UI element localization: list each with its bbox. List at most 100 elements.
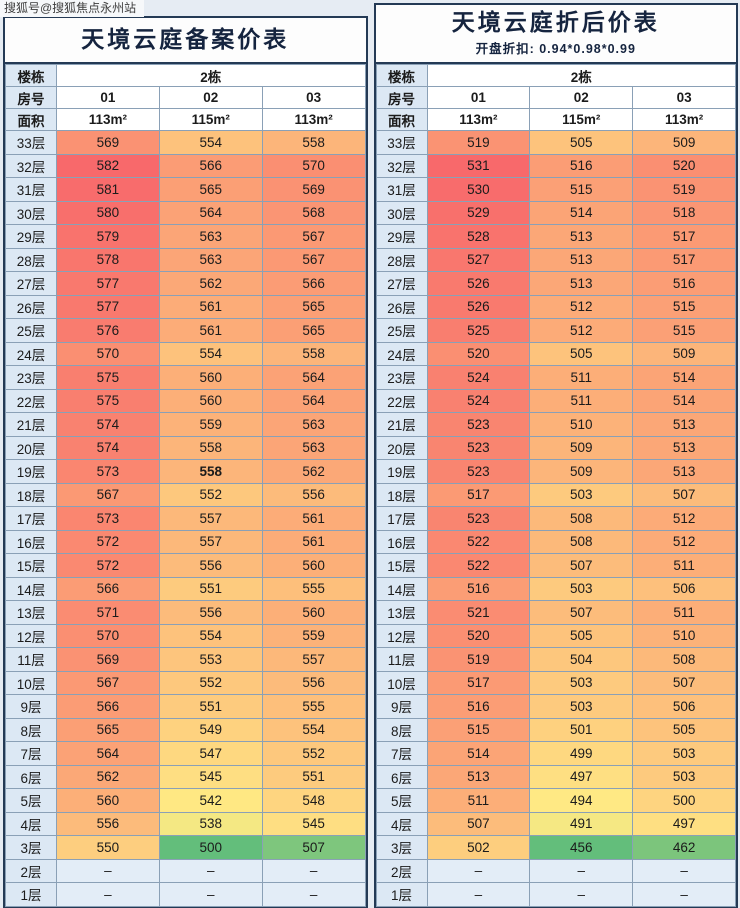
floor-label: 16层 xyxy=(5,529,57,554)
price-cell: 522 xyxy=(426,529,531,554)
floor-row: 15层 572 556 560 xyxy=(5,553,366,578)
floor-label: 7层 xyxy=(5,741,57,766)
floor-label: 25层 xyxy=(5,318,57,343)
area-header: 113m² xyxy=(261,108,366,131)
area-header: 113m² xyxy=(632,108,736,131)
price-cell: 507 xyxy=(632,670,736,695)
floor-label: 9层 xyxy=(375,694,428,719)
floor-label: 21层 xyxy=(5,412,57,437)
room-header: 01 xyxy=(426,86,531,109)
price-cell: 556 xyxy=(56,811,160,836)
price-cell: 569 xyxy=(56,647,160,672)
floor-label: 25层 xyxy=(375,318,428,343)
floor-label: 22层 xyxy=(5,388,57,413)
floor-row: 22层 524 511 514 xyxy=(375,388,736,413)
floor-label: 2层 xyxy=(375,858,428,883)
price-cell: 564 xyxy=(158,200,263,225)
price-cell: 548 xyxy=(261,788,366,813)
floor-row: 18层 567 552 556 xyxy=(5,482,366,507)
floor-label: 3层 xyxy=(375,835,428,860)
price-cell: 509 xyxy=(632,341,736,366)
price-cell: 500 xyxy=(632,788,736,813)
floor-row: 13层 571 556 560 xyxy=(5,600,366,625)
price-cell: 513 xyxy=(529,271,634,296)
floor-label: 23层 xyxy=(375,365,428,390)
floor-row: 19层 523 509 513 xyxy=(375,459,736,484)
price-cell: 558 xyxy=(158,435,263,460)
floor-label: 28层 xyxy=(375,247,428,272)
area-header: 115m² xyxy=(529,108,634,131)
floor-row: 1层 – – – xyxy=(5,882,366,907)
price-cell: 505 xyxy=(529,130,634,155)
price-cell: 505 xyxy=(529,623,634,648)
floor-label: 15层 xyxy=(375,553,428,578)
price-cell: 556 xyxy=(261,670,366,695)
price-cell: 515 xyxy=(529,177,634,202)
price-cell: 524 xyxy=(426,365,531,390)
floor-row: 13层 521 507 511 xyxy=(375,600,736,625)
price-cell: 567 xyxy=(56,670,160,695)
floor-row: 25层 525 512 515 xyxy=(375,318,736,343)
empty-price-cell: – xyxy=(426,882,531,907)
price-cell: 507 xyxy=(529,600,634,625)
price-cell: 557 xyxy=(261,647,366,672)
floor-label: 27层 xyxy=(375,271,428,296)
price-cell: 513 xyxy=(632,459,736,484)
floor-label: 12层 xyxy=(5,623,57,648)
price-cell: 507 xyxy=(529,553,634,578)
floor-label: 13层 xyxy=(5,600,57,625)
floor-label: 1层 xyxy=(375,882,428,907)
price-cell: 565 xyxy=(158,177,263,202)
floor-label: 18层 xyxy=(5,482,57,507)
price-cell: 514 xyxy=(632,388,736,413)
price-cell: 502 xyxy=(426,835,531,860)
price-cell: 520 xyxy=(632,153,736,178)
floor-label: 11层 xyxy=(375,647,428,672)
price-cell: 503 xyxy=(529,694,634,719)
price-cell: 526 xyxy=(426,294,531,319)
price-cell: 552 xyxy=(261,741,366,766)
empty-price-cell: – xyxy=(56,882,160,907)
floor-row: 26层 577 561 565 xyxy=(5,294,366,319)
price-cell: 510 xyxy=(632,623,736,648)
floor-row: 14层 566 551 555 xyxy=(5,576,366,601)
room-row: 房号 01 02 03 xyxy=(5,86,366,109)
price-cell: 499 xyxy=(529,741,634,766)
floor-row: 10层 517 503 507 xyxy=(375,670,736,695)
floor-label: 14层 xyxy=(375,576,428,601)
price-cell: 523 xyxy=(426,506,531,531)
discount-formula: 开盘折扣: 0.94*0.98*0.99 xyxy=(475,42,636,57)
price-cell: 514 xyxy=(426,741,531,766)
building-row: 楼栋 2栋 xyxy=(5,64,366,87)
room-header: 02 xyxy=(529,86,634,109)
floor-label: 1层 xyxy=(5,882,57,907)
floor-row: 32层 531 516 520 xyxy=(375,153,736,178)
price-cell: 516 xyxy=(426,576,531,601)
price-cell: 577 xyxy=(56,271,160,296)
floor-row: 2层 – – – xyxy=(5,858,366,883)
room-header: 01 xyxy=(56,86,160,109)
floor-row: 27层 526 513 516 xyxy=(375,271,736,296)
price-cell: 551 xyxy=(158,694,263,719)
floor-row: 11层 519 504 508 xyxy=(375,647,736,672)
filing-price-table-section: 天境云庭备案价表 楼栋 2栋 房号 01 02 03 面积 113m² 115m² 113m² 33… xyxy=(3,16,368,908)
price-cell: 570 xyxy=(56,623,160,648)
price-cell: 526 xyxy=(426,271,531,296)
price-cell: 456 xyxy=(529,835,634,860)
floor-label: 14层 xyxy=(5,576,57,601)
price-cell: 510 xyxy=(529,412,634,437)
floor-row: 28层 578 563 567 xyxy=(5,247,366,272)
price-cell: 572 xyxy=(56,529,160,554)
floor-row: 29层 579 563 567 xyxy=(5,224,366,249)
price-cell: 506 xyxy=(632,694,736,719)
floor-row: 20层 574 558 563 xyxy=(5,435,366,460)
price-cell: 563 xyxy=(158,224,263,249)
price-cell: 529 xyxy=(426,200,531,225)
price-cell: 514 xyxy=(529,200,634,225)
price-cell: 511 xyxy=(529,388,634,413)
price-cell: 522 xyxy=(426,553,531,578)
price-cell: 505 xyxy=(529,341,634,366)
price-cell: 565 xyxy=(56,717,160,742)
price-cell: 545 xyxy=(261,811,366,836)
